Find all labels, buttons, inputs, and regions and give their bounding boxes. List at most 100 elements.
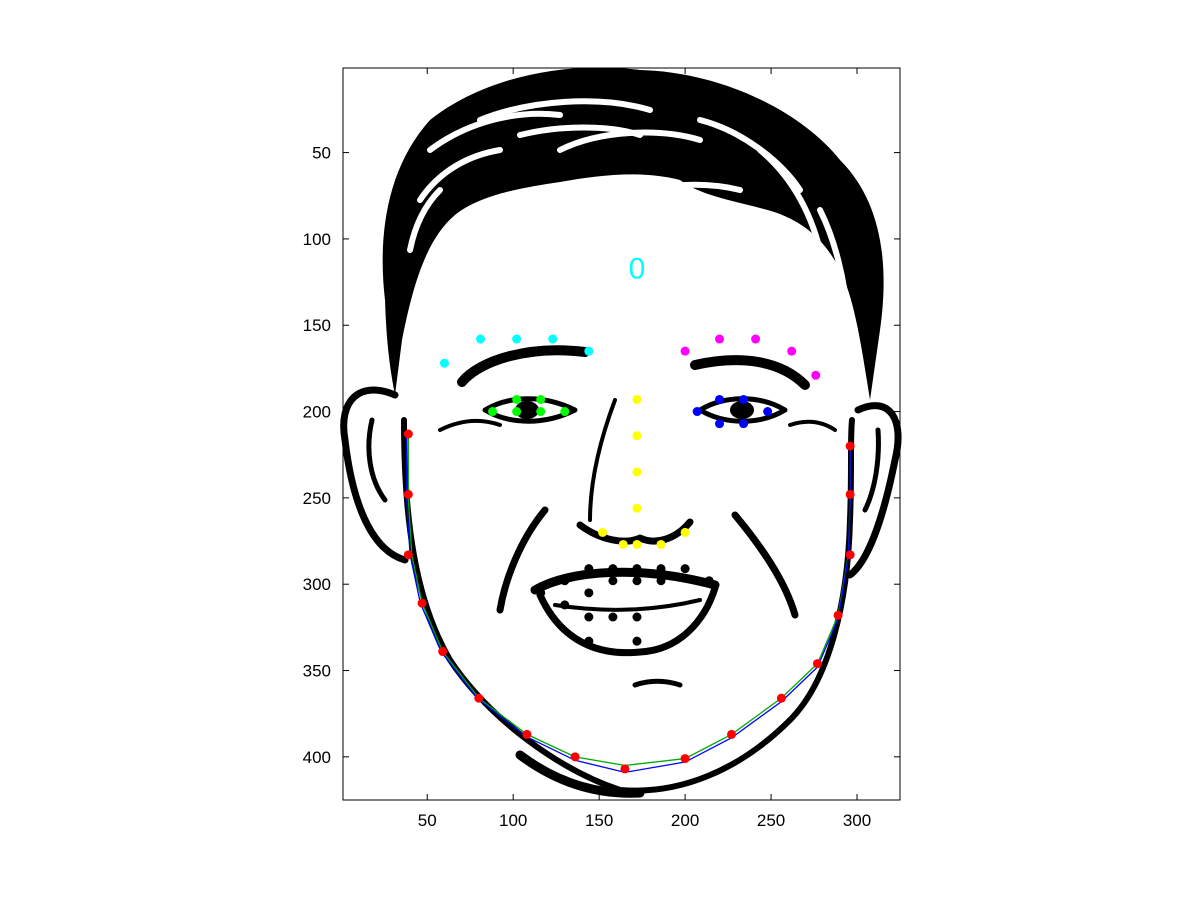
landmark-point (776, 693, 786, 703)
landmark-point (608, 576, 618, 586)
y-tick-label: 250 (303, 489, 331, 508)
y-tick-label: 350 (303, 662, 331, 681)
landmark-point (488, 407, 498, 417)
landmark-point (476, 334, 486, 344)
nose-bridge (588, 398, 617, 522)
right-cheek-line (731, 511, 799, 619)
right-eyebrow (690, 355, 810, 390)
y-tick-label: 300 (303, 575, 331, 594)
y-tick-label: 400 (303, 748, 331, 767)
left-ear-inner (366, 417, 388, 503)
right-ear (846, 402, 902, 579)
landmark-point (584, 346, 594, 356)
landmark-point (680, 754, 690, 764)
landmark-point (608, 612, 618, 622)
x-tick-label: 200 (671, 811, 699, 830)
landmark-point (727, 729, 737, 739)
landmark-point (739, 394, 749, 404)
left-ear (340, 386, 409, 564)
landmark-point (692, 407, 702, 417)
right-eye-line (788, 419, 837, 432)
landmark-point (714, 419, 724, 429)
landmark-point (522, 729, 532, 739)
landmark-point (833, 610, 843, 620)
landmark-point (598, 527, 608, 537)
landmark-point (584, 588, 594, 598)
hair (382, 67, 884, 400)
landmark-point (618, 539, 628, 549)
landmark-point (714, 394, 724, 404)
left-pupil (515, 401, 539, 419)
jaw-fit-curve-1 (405, 434, 851, 774)
landmark-point (845, 550, 855, 560)
landmark-point (632, 576, 642, 586)
landmark-point (811, 370, 821, 380)
landmark-point (656, 576, 666, 586)
landmark-index-annotation: 0 (629, 253, 646, 286)
landmark-point (536, 394, 546, 404)
landmark-point (403, 550, 413, 560)
landmark-point (438, 647, 448, 657)
left-cheek-line (496, 506, 549, 614)
y-tick-label: 50 (312, 144, 331, 163)
jaw-fit-curve-0 (407, 434, 851, 767)
landmark-point (632, 394, 642, 404)
landmark-point (620, 764, 630, 774)
right-eye (697, 396, 788, 424)
fitted-curves (405, 434, 851, 774)
x-tick-label: 150 (585, 811, 613, 830)
landmark-point (751, 334, 761, 344)
landmark-point (680, 564, 690, 574)
landmark-point (632, 431, 642, 441)
landmark-points (403, 334, 855, 774)
landmark-point (560, 407, 570, 417)
landmark-point (548, 334, 558, 344)
y-tick-label: 200 (303, 403, 331, 422)
landmark-point (763, 407, 773, 417)
landmark-point (656, 539, 666, 549)
landmark-point (632, 564, 642, 574)
landmark-point (560, 576, 570, 586)
landmark-point (584, 612, 594, 622)
landmark-point (403, 429, 413, 439)
landmark-point (536, 588, 546, 598)
landmark-point (845, 489, 855, 499)
mouth-upper (530, 567, 720, 595)
nose-bottom (576, 518, 694, 545)
landmark-point (512, 407, 522, 417)
x-tick-label: 250 (757, 811, 785, 830)
landmark-point (560, 600, 570, 610)
axis-ticks: 50 100 150 200 250 300 50 100 150 200 250 300 350 400 (303, 68, 900, 830)
landmark-point (584, 636, 594, 646)
face-outline (401, 417, 855, 794)
landmark-point (439, 358, 449, 368)
x-tick-label: 50 (418, 811, 437, 830)
landmark-point (632, 612, 642, 622)
chin-line (632, 678, 683, 688)
left-eye (482, 396, 578, 424)
landmark-point (403, 489, 413, 499)
y-tick-label: 150 (303, 316, 331, 335)
landmark-point (632, 467, 642, 477)
landmark-point (714, 334, 724, 344)
mouth-lower (536, 584, 719, 657)
landmark-point (845, 441, 855, 451)
right-pupil (730, 401, 754, 419)
landmark-point (680, 527, 690, 537)
right-ear-inner (862, 427, 881, 513)
jaw-shadow (515, 750, 645, 798)
landmark-point (632, 539, 642, 549)
face-illustration (340, 67, 902, 798)
y-tick-label: 100 (303, 230, 331, 249)
landmark-point (680, 346, 690, 356)
hair-highlights (407, 98, 851, 323)
landmark-point (512, 334, 522, 344)
landmark-point (632, 503, 642, 513)
landmark-point (812, 659, 822, 669)
landmark-point (787, 346, 797, 356)
landmark-point (417, 598, 427, 608)
teeth-line (553, 598, 702, 612)
left-eye-line (438, 418, 502, 432)
landmark-point (512, 394, 522, 404)
left-eyebrow (457, 345, 590, 387)
